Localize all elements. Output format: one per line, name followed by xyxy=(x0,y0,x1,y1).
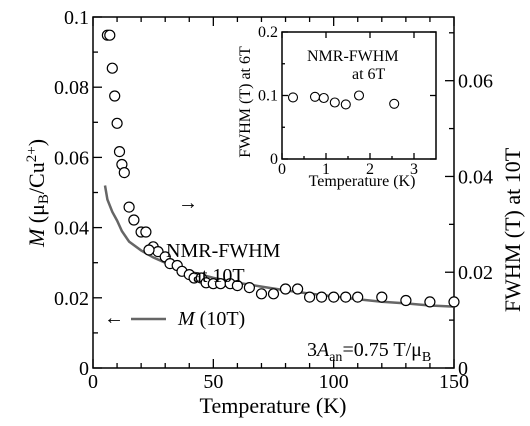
left-y-tick-label: 0.06 xyxy=(54,147,89,169)
inset-ticks: 0 1 2 3 0 0.1 0.2 xyxy=(258,24,436,178)
inset-series xyxy=(287,90,400,110)
fwhm-10t-point xyxy=(424,296,436,308)
inset-plot: 0 1 2 3 0 0.1 0.2 NMR-FWHM at 6T Temperature (… xyxy=(237,24,437,190)
left-y-tick-label: 0.08 xyxy=(54,77,89,99)
fwhm-10t-point xyxy=(243,282,255,294)
left-y-axis-title: M (μB/Cu2+) xyxy=(24,139,52,248)
main-series xyxy=(101,29,460,308)
m-arrow: ← xyxy=(104,307,124,329)
fwhm-6t-point xyxy=(340,99,351,110)
inset-x-tick-label: 3 xyxy=(410,161,418,178)
fwhm-6t-point xyxy=(389,98,400,109)
x-tick-label: 50 xyxy=(203,371,223,393)
inset-y-tick-label: 0 xyxy=(270,151,278,168)
right-y-tick-label: 0 xyxy=(458,358,468,380)
fwhm-10t-point xyxy=(123,201,135,213)
fwhm-10t-point xyxy=(400,294,412,307)
fwhm-10t-point xyxy=(109,90,121,102)
fwhm-10t-point xyxy=(328,291,340,303)
fwhm-10t-point xyxy=(279,283,292,295)
anisotropy-parameter: 3Aan=0.75 T/μB xyxy=(307,339,431,365)
fwhm-arrow: → xyxy=(178,192,198,214)
fwhm-10t-point xyxy=(316,291,328,303)
fwhm-10t-point xyxy=(340,291,352,303)
fwhm-10t-point xyxy=(292,283,304,295)
fwhm-10t-point xyxy=(140,226,152,238)
fwhm-10t-point xyxy=(104,29,116,41)
inset-x-tick-label: 0 xyxy=(278,161,286,178)
inset-title-line-1: NMR-FWHM xyxy=(307,48,399,65)
right-y-tick-label: 0.02 xyxy=(458,262,493,284)
fwhm-10t-point xyxy=(111,117,123,129)
inset-y-tick-label: 0.1 xyxy=(258,88,278,105)
inset-title-line-2: at 6T xyxy=(352,66,386,83)
fwhm-10t-point xyxy=(128,214,140,226)
inset-y-tick-label: 0.2 xyxy=(258,24,278,41)
right-y-tick-label: 0.04 xyxy=(458,166,493,188)
fwhm-10t-point xyxy=(376,291,388,303)
fwhm-10t-point xyxy=(106,62,118,74)
right-y-axis-title: FWHM (T) at 10T xyxy=(500,147,525,312)
fwhm-10t-point xyxy=(267,288,280,300)
x-axis-title: Temperature (K) xyxy=(200,393,347,418)
fwhm-6t-point xyxy=(309,91,321,102)
main-plot: 0 50 100 15000.020.040.060.080.100.020.040.… xyxy=(24,7,525,418)
fwhm-legend-label-2: at 10T xyxy=(193,265,245,287)
fwhm-6t-point xyxy=(318,92,329,104)
fwhm-10t-point xyxy=(304,291,316,303)
fwhm-10t-point xyxy=(448,296,460,308)
fwhm-10t-point xyxy=(231,280,243,292)
fwhm-6t-point xyxy=(353,90,365,101)
m-legend-label: M (10T) xyxy=(177,308,245,330)
inset-x-axis-title: Temperature (K) xyxy=(309,173,416,190)
x-tick-label: 150 xyxy=(439,371,469,393)
fwhm-10t-point xyxy=(118,167,130,179)
x-tick-label: 100 xyxy=(319,371,349,393)
inset-x-tick-label: 2 xyxy=(366,161,374,178)
main-plot-frame xyxy=(92,16,455,369)
left-y-tick-label: 0.1 xyxy=(64,7,89,29)
fwhm-10t-point xyxy=(255,288,268,300)
main-ticks: 0 50 100 15000.020.040.060.080.100.020.040.… xyxy=(54,7,493,393)
fwhm-legend-marker xyxy=(143,244,155,256)
inset-y-axis-title: FWHM (T) at 6T xyxy=(237,46,254,158)
x-tick-label: 0 xyxy=(88,371,98,393)
right-y-tick-label: 0.06 xyxy=(458,71,493,93)
fwhm-6t-point xyxy=(287,92,299,103)
fwhm-legend-label-1: NMR-FWHM xyxy=(166,240,281,262)
fwhm-6t-point xyxy=(329,97,340,108)
left-y-tick-label: 0 xyxy=(79,358,89,380)
left-y-tick-label: 0.04 xyxy=(54,218,89,240)
fwhm-10t-point xyxy=(352,291,364,303)
fwhm-10t-point xyxy=(113,146,126,158)
left-y-tick-label: 0.02 xyxy=(54,288,89,310)
inset-x-tick-label: 1 xyxy=(322,161,330,178)
